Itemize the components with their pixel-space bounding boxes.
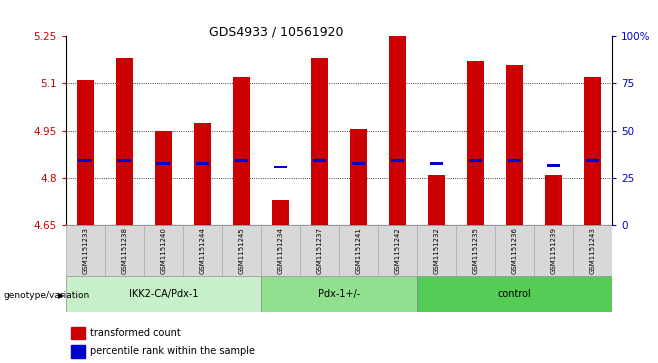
Bar bbox=[71, 345, 85, 358]
Bar bbox=[157, 163, 170, 165]
Text: GSM1151245: GSM1151245 bbox=[238, 227, 244, 274]
Text: GSM1151232: GSM1151232 bbox=[434, 227, 440, 274]
FancyBboxPatch shape bbox=[417, 276, 612, 312]
Bar bbox=[232, 77, 250, 225]
Text: GSM1151234: GSM1151234 bbox=[278, 227, 284, 274]
Bar bbox=[155, 131, 172, 225]
Bar bbox=[586, 159, 599, 162]
FancyBboxPatch shape bbox=[183, 225, 222, 276]
Text: GSM1151233: GSM1151233 bbox=[82, 227, 88, 274]
Text: GSM1151239: GSM1151239 bbox=[551, 227, 557, 274]
Bar bbox=[71, 327, 85, 339]
Text: Pdx-1+/-: Pdx-1+/- bbox=[318, 289, 360, 299]
Bar bbox=[545, 175, 562, 225]
Bar bbox=[195, 163, 209, 165]
FancyBboxPatch shape bbox=[66, 225, 105, 276]
Text: IKK2-CA/Pdx-1: IKK2-CA/Pdx-1 bbox=[128, 289, 198, 299]
FancyBboxPatch shape bbox=[261, 225, 300, 276]
Text: genotype/variation: genotype/variation bbox=[3, 291, 89, 300]
Text: GSM1151236: GSM1151236 bbox=[511, 227, 517, 274]
FancyBboxPatch shape bbox=[144, 225, 183, 276]
Text: GSM1151243: GSM1151243 bbox=[590, 227, 595, 274]
Bar bbox=[234, 159, 248, 162]
Text: GSM1151244: GSM1151244 bbox=[199, 227, 205, 274]
Text: GSM1151240: GSM1151240 bbox=[161, 227, 166, 274]
Text: GDS4933 / 10561920: GDS4933 / 10561920 bbox=[209, 25, 343, 38]
Text: GSM1151238: GSM1151238 bbox=[121, 227, 127, 274]
Text: GSM1151242: GSM1151242 bbox=[394, 227, 400, 274]
FancyBboxPatch shape bbox=[534, 225, 573, 276]
FancyBboxPatch shape bbox=[378, 225, 417, 276]
Bar bbox=[467, 61, 484, 225]
Bar bbox=[547, 164, 560, 167]
Text: control: control bbox=[497, 289, 531, 299]
Bar bbox=[118, 159, 131, 162]
Text: GSM1151237: GSM1151237 bbox=[316, 227, 322, 274]
FancyBboxPatch shape bbox=[66, 276, 261, 312]
Bar bbox=[391, 159, 404, 162]
Bar bbox=[428, 175, 445, 225]
Bar bbox=[505, 65, 523, 225]
FancyBboxPatch shape bbox=[573, 225, 612, 276]
FancyBboxPatch shape bbox=[222, 225, 261, 276]
Text: GSM1151235: GSM1151235 bbox=[472, 227, 478, 274]
Text: transformed count: transformed count bbox=[90, 328, 181, 338]
Bar bbox=[468, 159, 482, 162]
Bar bbox=[193, 123, 211, 225]
FancyBboxPatch shape bbox=[261, 276, 417, 312]
Bar bbox=[389, 36, 406, 225]
Text: percentile rank within the sample: percentile rank within the sample bbox=[90, 346, 255, 356]
Bar bbox=[313, 159, 326, 162]
Bar bbox=[507, 159, 521, 162]
FancyBboxPatch shape bbox=[339, 225, 378, 276]
Bar bbox=[584, 77, 601, 225]
Bar bbox=[272, 200, 289, 225]
Bar bbox=[116, 58, 133, 225]
Bar bbox=[349, 129, 367, 225]
FancyBboxPatch shape bbox=[495, 225, 534, 276]
FancyBboxPatch shape bbox=[417, 225, 456, 276]
Text: ▶: ▶ bbox=[58, 291, 64, 300]
FancyBboxPatch shape bbox=[456, 225, 495, 276]
Bar bbox=[351, 163, 365, 165]
FancyBboxPatch shape bbox=[300, 225, 339, 276]
Bar bbox=[274, 166, 287, 168]
Bar bbox=[430, 163, 443, 165]
Bar bbox=[76, 80, 94, 225]
Bar bbox=[311, 58, 328, 225]
Bar bbox=[78, 159, 92, 162]
FancyBboxPatch shape bbox=[105, 225, 144, 276]
Text: GSM1151241: GSM1151241 bbox=[355, 227, 361, 274]
